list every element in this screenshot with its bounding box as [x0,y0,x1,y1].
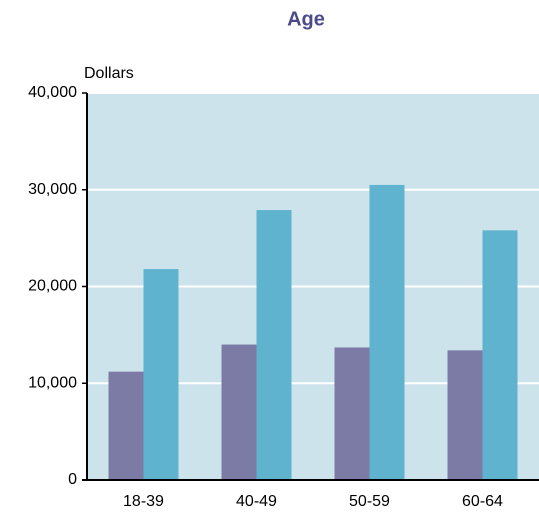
bar [256,210,292,480]
y-tick-label: 0 [68,471,77,488]
bar [108,371,144,480]
bar [447,350,483,480]
bar [482,230,518,480]
x-tick-label: 60-64 [462,493,503,510]
chart-title: Age [287,8,325,30]
bar [369,184,405,480]
x-tick-label: 40-49 [236,493,277,510]
x-tick-label: 50-59 [349,493,390,510]
y-tick-label: 40,000 [28,84,77,101]
y-tick-label: 30,000 [28,181,77,198]
bar [334,347,370,480]
y-axis-label: Dollars [84,65,134,82]
x-tick-label: 18-39 [123,493,164,510]
bar [221,344,257,480]
y-tick-label: 20,000 [28,278,77,295]
y-tick-label: 10,000 [28,374,77,391]
bar [143,269,179,480]
